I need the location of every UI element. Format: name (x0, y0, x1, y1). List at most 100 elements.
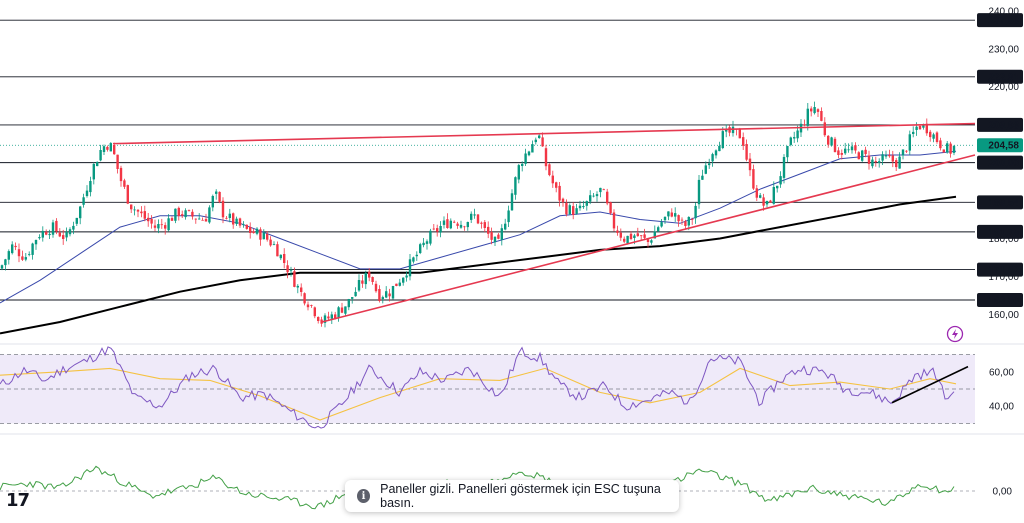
alert-button[interactable] (946, 325, 964, 343)
level-price-tag (977, 155, 1023, 170)
candle-body (143, 211, 146, 219)
candle-body (327, 316, 330, 319)
candle-body (272, 244, 276, 245)
rsi-trendline[interactable] (891, 365, 969, 404)
candle-body (820, 111, 823, 121)
candle-body (402, 277, 405, 283)
candle-body (14, 245, 17, 248)
panels-hidden-notification[interactable]: i Paneller gizli. Panelleri göstermek iç… (345, 480, 679, 512)
rsi-pane[interactable] (0, 343, 1024, 429)
candle-body (541, 137, 544, 147)
candle-body (653, 231, 656, 239)
candle-body (347, 299, 350, 308)
candle-body (504, 223, 507, 230)
candle-body (296, 285, 299, 288)
candle-body (208, 207, 211, 223)
candle-body (813, 107, 816, 114)
candle-body (147, 217, 150, 222)
candle-body (881, 154, 884, 161)
candle-body (748, 158, 752, 171)
candle-body (633, 235, 636, 238)
momentum-tick-label: 0,00 (993, 487, 1013, 498)
candle-body (905, 150, 908, 152)
rsi-tick-label: 60,00 (989, 367, 1014, 378)
candle-body (337, 307, 340, 318)
candle-body (738, 128, 741, 139)
rsi-line (0, 346, 955, 429)
candle-body (102, 146, 106, 152)
candle-body (177, 207, 180, 216)
candle-body (218, 191, 221, 202)
candle-body (235, 218, 238, 224)
candle-body (561, 198, 565, 203)
candle-body (466, 222, 469, 228)
candle-body (436, 228, 439, 232)
candle-body (412, 257, 415, 262)
candle-body (136, 209, 140, 212)
candle-body (521, 163, 524, 166)
candle-body (259, 229, 262, 240)
level-price-tag (977, 262, 1023, 277)
level-price-label: 237,53 (988, 16, 1019, 27)
candle-body (266, 234, 269, 240)
candle-body (123, 180, 126, 187)
candle-body (833, 138, 837, 153)
level-price-label: 189,54 (988, 198, 1019, 209)
candle-body (361, 280, 364, 284)
candle-body (160, 224, 163, 226)
candle-body (198, 218, 201, 220)
candle-body (449, 220, 452, 229)
candle-body (374, 283, 378, 292)
candle-body (310, 305, 313, 306)
candle-body (694, 205, 697, 219)
candle-body (113, 145, 116, 155)
candle-body (939, 140, 942, 149)
candle-body (286, 265, 289, 273)
candle-body (82, 197, 85, 205)
candle-body (459, 224, 463, 228)
candle-body (697, 179, 701, 205)
tradingview-logo[interactable]: 17 (6, 490, 30, 511)
candle-body (405, 275, 408, 278)
trendline[interactable] (112, 122, 976, 145)
candle-body (691, 219, 694, 220)
candle-body (48, 233, 51, 236)
info-icon: i (357, 489, 371, 503)
candle-body (92, 164, 95, 180)
candle-body (765, 201, 769, 205)
price-tick-label: 240,00 (988, 6, 1019, 17)
price-pane[interactable] (0, 19, 976, 335)
candle-body (453, 221, 456, 223)
candle-body (419, 244, 422, 253)
candle-body (463, 226, 466, 228)
candle-body (317, 317, 320, 321)
candle-body (840, 153, 843, 155)
candle-body (949, 143, 952, 154)
candle-body (72, 225, 75, 230)
candle-body (517, 165, 520, 180)
candle-body (595, 194, 599, 197)
level-price-label: 209,93 (988, 120, 1019, 131)
price-axis[interactable]: 240,00230,00220,00210,00200,00190,00180,… (977, 6, 1023, 498)
candle-body (568, 205, 571, 215)
candle-body (170, 218, 174, 221)
candle-body (245, 224, 248, 229)
candle-body (555, 182, 558, 188)
candle-body (704, 165, 707, 174)
candle-body (371, 277, 374, 282)
candle-body (711, 154, 714, 162)
candle-body (884, 155, 888, 157)
candle-body (388, 293, 391, 297)
candle-body (585, 201, 588, 206)
candle-body (510, 193, 514, 211)
candle-body (344, 306, 347, 314)
candle-body (68, 229, 72, 235)
candle-body (708, 163, 711, 166)
lightning-bolt-shape (952, 329, 958, 339)
trendline[interactable] (321, 154, 976, 323)
candle-body (657, 227, 660, 232)
candle-body (242, 224, 245, 226)
candle-body (174, 208, 177, 221)
candle-body (544, 148, 548, 167)
